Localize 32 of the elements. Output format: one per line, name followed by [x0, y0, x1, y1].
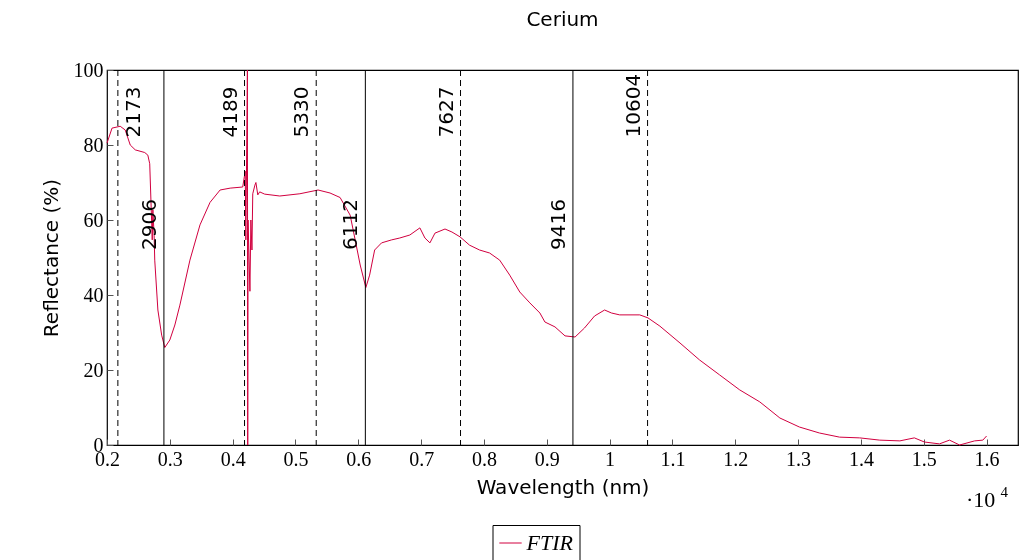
- y-tick-label: 100: [73, 58, 104, 81]
- x-tick-label: 0.7: [409, 447, 435, 470]
- annotation: 4189: [217, 86, 242, 138]
- line-series: [106, 69, 988, 446]
- x-tick-label: 1.1: [660, 447, 686, 470]
- x-tick-label: 0.3: [157, 447, 183, 470]
- x-axis-title: Wavelength (nm): [476, 474, 650, 499]
- annotation: 10604: [620, 73, 645, 138]
- x-tick-label: 0.8: [471, 447, 497, 470]
- y-tick-label: 20: [83, 358, 104, 381]
- annotation: 9416: [545, 199, 570, 250]
- annotation: 5330: [289, 86, 314, 138]
- x-tick-label: 1.2: [723, 447, 749, 470]
- x-tick-label: 1.5: [911, 447, 937, 470]
- y-tick-label: 80: [83, 133, 104, 156]
- x-tick-label: 1: [605, 447, 616, 470]
- annotation: 2906: [136, 199, 161, 250]
- x-tick-label: 1.6: [974, 447, 1000, 470]
- y-axis-title: Reflectance (%): [38, 178, 63, 338]
- annotation: 2173: [120, 86, 145, 138]
- x-tick-label: 1.4: [848, 447, 874, 470]
- x-tick-label: 0.5: [283, 447, 309, 470]
- legend-label: FTIR: [525, 530, 574, 555]
- annotation: 6112: [338, 199, 363, 250]
- x-tick-label: 1.3: [786, 447, 812, 470]
- chart-title: Cerium: [526, 7, 599, 31]
- x-tick-label: 0.9: [534, 447, 560, 470]
- x-tick-label: 0.4: [220, 447, 246, 470]
- y-tick-label: 40: [83, 283, 104, 306]
- x-tick-label: 0.6: [346, 447, 372, 470]
- y-tick-label: 60: [83, 208, 104, 231]
- annotation: 7627: [433, 86, 458, 138]
